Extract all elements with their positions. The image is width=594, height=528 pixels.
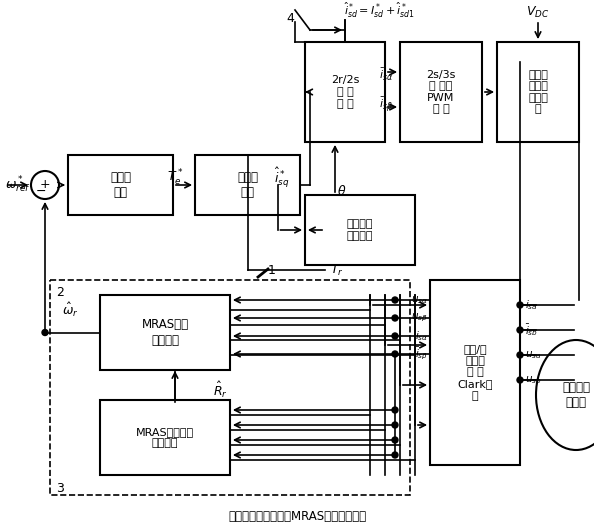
Text: 转矩控
制器: 转矩控 制器	[237, 171, 258, 199]
Text: $u_{s\beta}$: $u_{s\beta}$	[411, 312, 428, 324]
Bar	[68, 155, 173, 215]
Text: $T^*_e$: $T^*_e$	[167, 168, 183, 188]
Text: $u_{sa}$: $u_{sa}$	[525, 349, 541, 361]
Text: 电流可
控电压
源逆变
器: 电流可 控电压 源逆变 器	[528, 70, 548, 115]
Text: 1: 1	[268, 263, 276, 277]
Circle shape	[517, 352, 523, 358]
Circle shape	[392, 333, 398, 339]
Circle shape	[42, 329, 48, 335]
Text: $\bar{i}_{s\alpha}$: $\bar{i}_{s\alpha}$	[379, 67, 393, 83]
Text: MRAS转子电阻
辨识模块: MRAS转子电阻 辨识模块	[136, 427, 194, 448]
Circle shape	[392, 407, 398, 413]
Text: 交流异步
电动机: 交流异步 电动机	[562, 381, 590, 409]
Text: $\bar{i}_{s\beta}$: $\bar{i}_{s\beta}$	[415, 346, 428, 362]
Bar	[195, 155, 300, 215]
Circle shape	[517, 302, 523, 308]
Text: $\bar{i}_{s\beta}$: $\bar{i}_{s\beta}$	[379, 96, 393, 114]
Text: 2: 2	[56, 286, 64, 298]
Text: $i_{s\alpha}$: $i_{s\alpha}$	[415, 329, 428, 343]
Text: 三相/两
相静止
坐 标
Clark变
换: 三相/两 相静止 坐 标 Clark变 换	[457, 344, 493, 401]
Circle shape	[517, 327, 523, 333]
Text: $\hat{\omega}_r$: $\hat{\omega}_r$	[62, 301, 78, 319]
Text: 2r/2s
坐 标
变 换: 2r/2s 坐 标 变 换	[331, 76, 359, 109]
Bar	[100, 295, 230, 370]
Text: −: −	[36, 184, 46, 197]
Circle shape	[392, 437, 398, 443]
Text: 4: 4	[286, 12, 294, 24]
Text: 转速控
制器: 转速控 制器	[110, 171, 131, 199]
Bar	[400, 42, 482, 142]
Text: $T_r$: $T_r$	[330, 262, 344, 278]
Bar	[497, 42, 579, 142]
Text: 基于转子电阻辨识的MRAS速度估计模块: 基于转子电阻辨识的MRAS速度估计模块	[228, 510, 366, 523]
Circle shape	[392, 297, 398, 303]
Circle shape	[392, 351, 398, 357]
Text: +: +	[40, 177, 50, 191]
Text: $\hat{i}^*_{sq}$: $\hat{i}^*_{sq}$	[274, 166, 290, 190]
Text: 3: 3	[56, 482, 64, 495]
Text: $\bar{i}_{sb}$: $\bar{i}_{sb}$	[525, 322, 538, 338]
Circle shape	[392, 452, 398, 458]
Bar	[50, 280, 410, 495]
Circle shape	[392, 315, 398, 321]
Text: MRAS速度
估计模块: MRAS速度 估计模块	[141, 318, 188, 346]
Text: $u_{sb}$: $u_{sb}$	[525, 374, 542, 386]
Text: 磁场位置
角度计算: 磁场位置 角度计算	[347, 219, 373, 241]
Bar	[100, 400, 230, 475]
Text: $\omega^*_{ref}$: $\omega^*_{ref}$	[5, 175, 31, 195]
Text: $\hat{R}_r$: $\hat{R}_r$	[213, 380, 228, 400]
Circle shape	[392, 422, 398, 428]
Bar	[305, 195, 415, 265]
Text: $i_{sa}$: $i_{sa}$	[525, 298, 538, 312]
Circle shape	[517, 377, 523, 383]
Text: $V_{DC}$: $V_{DC}$	[526, 4, 549, 20]
Bar	[305, 42, 385, 142]
Text: $\theta$: $\theta$	[337, 184, 347, 198]
Bar	[430, 280, 520, 465]
Text: 2s/3s
变 换、
PWM
控 制: 2s/3s 变 换、 PWM 控 制	[426, 70, 456, 115]
Text: $\hat{i}^*_{sd} = I^*_{sd} + \hat{i}^*_{sd1}$: $\hat{i}^*_{sd} = I^*_{sd} + \hat{i}^*_{…	[345, 1, 416, 20]
Text: $u_{s\alpha}$: $u_{s\alpha}$	[411, 294, 428, 306]
